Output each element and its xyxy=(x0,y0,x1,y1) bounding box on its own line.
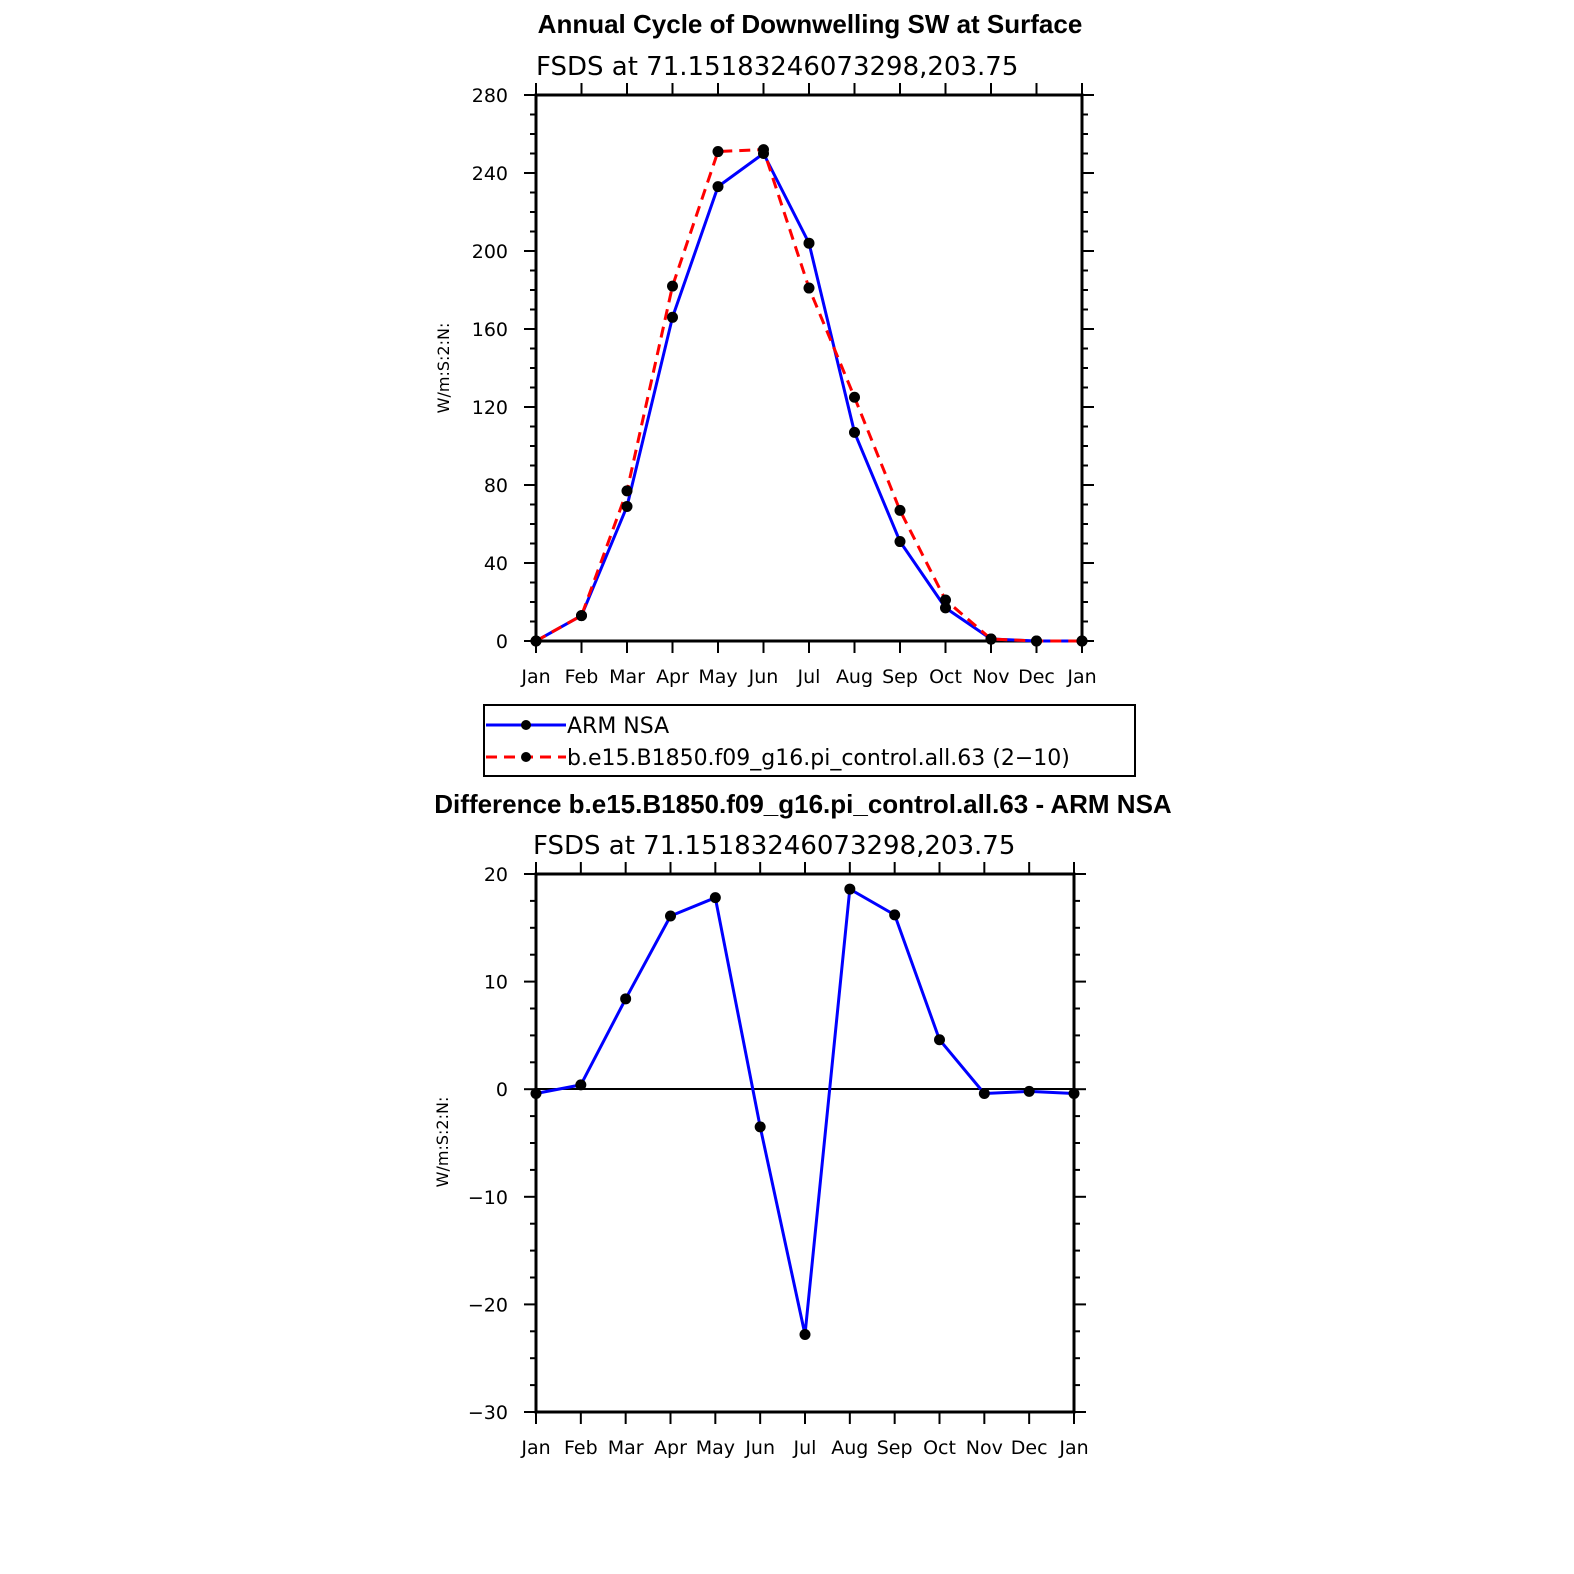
data-point-0 xyxy=(1023,1085,1035,1097)
y-tick-label: 20 xyxy=(484,864,508,886)
y-tick-label: −20 xyxy=(468,1294,508,1316)
series-line-0 xyxy=(535,887,1075,1336)
data-point-0 xyxy=(667,311,678,323)
series-line-1 xyxy=(535,148,1082,643)
data-point-0 xyxy=(849,426,860,438)
chart-title: Difference b.e15.B1850.f09_g16.pi_contro… xyxy=(434,789,1172,819)
data-point-0 xyxy=(712,181,724,193)
data-point-1 xyxy=(1031,635,1042,647)
x-tick-label: Feb xyxy=(564,1437,598,1459)
x-tick-label: Aug xyxy=(831,1437,868,1459)
x-tick-label: Mar xyxy=(608,1437,644,1459)
data-point-1 xyxy=(712,146,724,158)
y-tick-label: 120 xyxy=(472,397,508,419)
data-point-1 xyxy=(576,610,587,622)
x-tick-label: Jan xyxy=(1058,1437,1088,1459)
data-point-0 xyxy=(940,602,951,614)
series-line-0 xyxy=(535,152,1082,643)
x-tick-label: May xyxy=(696,1437,735,1459)
y-tick-label: 240 xyxy=(472,163,508,185)
legend-label-model: b.e15.B1850.f09_g16.pi_control.all.63 (2… xyxy=(567,746,1070,771)
x-tick-label: Aug xyxy=(836,666,873,688)
chart-annual-cycle: Annual Cycle of Downwelling SW at Surfac… xyxy=(434,9,1097,688)
chart-difference: Difference b.e15.B1850.f09_g16.pi_contro… xyxy=(433,789,1172,1459)
legend: ARM NSA b.e15.B1850.f09_g16.pi_control.a… xyxy=(483,704,1136,777)
x-tick-label: Apr xyxy=(656,666,689,688)
data-point-0 xyxy=(530,1088,542,1100)
data-point-0 xyxy=(575,1079,587,1091)
legend-marker-model xyxy=(521,752,531,762)
x-tick-label: Jan xyxy=(520,1437,550,1459)
data-point-1 xyxy=(1076,635,1088,647)
data-point-1 xyxy=(530,635,542,647)
data-point-1 xyxy=(803,282,815,294)
data-point-0 xyxy=(621,500,633,512)
x-tick-label: Nov xyxy=(972,666,1009,688)
data-point-1 xyxy=(985,633,997,645)
y-tick-label: 280 xyxy=(472,85,508,107)
y-tick-label: 0 xyxy=(496,1079,508,1101)
x-tick-label: Feb xyxy=(565,666,599,688)
data-point-0 xyxy=(754,1121,766,1133)
data-point-0 xyxy=(934,1034,945,1046)
data-point-1 xyxy=(940,594,951,606)
x-tick-label: Apr xyxy=(654,1437,687,1459)
chart-subtitle: FSDS at 71.15183246073298,203.75 xyxy=(533,831,1015,861)
y-tick-label: 80 xyxy=(484,475,508,497)
data-point-1 xyxy=(894,504,906,516)
data-point-1 xyxy=(667,280,678,292)
data-point-0 xyxy=(1068,1088,1080,1100)
x-tick-label: Jan xyxy=(1066,666,1096,688)
y-tick-label: 200 xyxy=(472,241,508,263)
data-point-0 xyxy=(709,892,721,904)
x-tick-label: Jul xyxy=(797,666,821,688)
data-point-0 xyxy=(620,993,632,1005)
y-axis-label: W/m:S:2:N: xyxy=(433,1097,452,1188)
x-tick-label: Dec xyxy=(1018,666,1055,688)
data-point-0 xyxy=(844,883,856,895)
chart-title: Annual Cycle of Downwelling SW at Surfac… xyxy=(538,9,1083,39)
chart-subtitle: FSDS at 71.15183246073298,203.75 xyxy=(536,52,1018,82)
data-point-1 xyxy=(849,391,860,403)
y-tick-label: −10 xyxy=(468,1187,508,1209)
data-point-0 xyxy=(803,237,815,249)
y-tick-label: −30 xyxy=(468,1402,508,1424)
y-tick-label: 10 xyxy=(484,972,508,994)
x-tick-label: Sep xyxy=(877,1437,913,1459)
legend-label-arm-nsa: ARM NSA xyxy=(567,714,669,739)
legend-marker-arm-nsa xyxy=(521,720,531,730)
data-point-0 xyxy=(889,909,901,921)
x-tick-label: Mar xyxy=(609,666,645,688)
x-tick-label: Dec xyxy=(1011,1437,1048,1459)
data-point-1 xyxy=(621,485,633,497)
legend-box xyxy=(483,704,1136,777)
x-tick-label: Oct xyxy=(929,666,962,688)
data-point-0 xyxy=(665,910,676,922)
x-tick-label: Oct xyxy=(923,1437,956,1459)
x-tick-label: Nov xyxy=(966,1437,1003,1459)
x-tick-label: May xyxy=(698,666,737,688)
x-tick-label: Jul xyxy=(793,1437,817,1459)
y-axis-label: W/m:S:2:N: xyxy=(434,323,453,414)
x-tick-label: Jun xyxy=(744,1437,775,1459)
y-tick-label: 0 xyxy=(496,631,508,653)
y-tick-label: 160 xyxy=(472,319,508,341)
data-point-1 xyxy=(758,144,769,156)
data-point-0 xyxy=(894,536,906,548)
data-point-0 xyxy=(978,1088,990,1100)
x-tick-label: Jan xyxy=(520,666,550,688)
x-tick-label: Sep xyxy=(882,666,918,688)
y-tick-label: 40 xyxy=(484,553,508,575)
plot-frame xyxy=(534,93,1084,643)
data-point-0 xyxy=(799,1329,811,1341)
x-tick-label: Jun xyxy=(748,666,779,688)
